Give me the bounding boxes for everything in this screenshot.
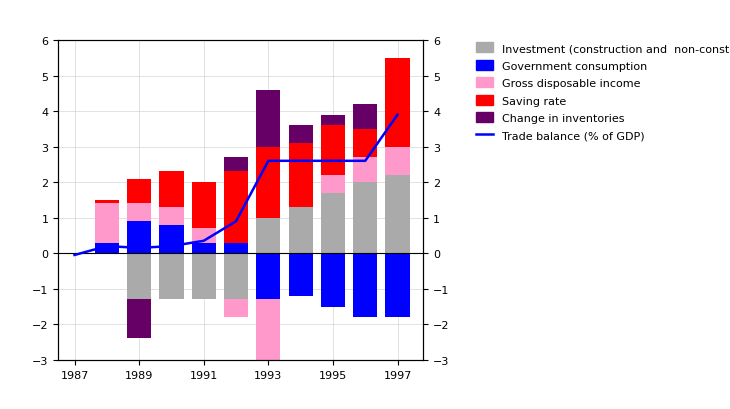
Bar [256, 147, 280, 218]
Bar [159, 207, 183, 225]
Bar [192, 183, 216, 229]
Bar [321, 193, 345, 254]
Bar [321, 175, 345, 193]
Bar [95, 204, 119, 243]
Bar [224, 254, 248, 300]
Bar [127, 222, 151, 254]
Bar [256, 90, 280, 147]
Bar [321, 126, 345, 175]
Bar [385, 58, 410, 147]
Bar [256, 254, 280, 300]
Bar [321, 115, 345, 126]
Bar [385, 175, 410, 254]
Bar [95, 200, 119, 204]
Bar [192, 229, 216, 243]
Legend: Investment (construction and  non-construction), Government consumption, Gross d: Investment (construction and non-constru… [473, 40, 730, 144]
Bar [192, 254, 216, 300]
Bar [224, 243, 248, 254]
Bar [224, 300, 248, 317]
Bar [353, 158, 377, 183]
Bar [385, 147, 410, 175]
Bar [321, 254, 345, 307]
Bar [353, 183, 377, 254]
Bar [159, 225, 183, 254]
Bar [224, 158, 248, 172]
Bar [288, 254, 312, 296]
Bar [127, 254, 151, 300]
Bar [256, 300, 280, 378]
Bar [224, 172, 248, 243]
Bar [127, 179, 151, 204]
Bar [288, 144, 312, 207]
Bar [353, 254, 377, 317]
Bar [159, 172, 183, 207]
Bar [288, 207, 312, 254]
Bar [385, 254, 410, 317]
Bar [288, 126, 312, 144]
Bar [95, 243, 119, 254]
Bar [353, 130, 377, 158]
Bar [192, 243, 216, 254]
Bar [353, 105, 377, 130]
Bar [256, 218, 280, 254]
Bar [127, 204, 151, 222]
Bar [127, 300, 151, 339]
Bar [159, 254, 183, 300]
